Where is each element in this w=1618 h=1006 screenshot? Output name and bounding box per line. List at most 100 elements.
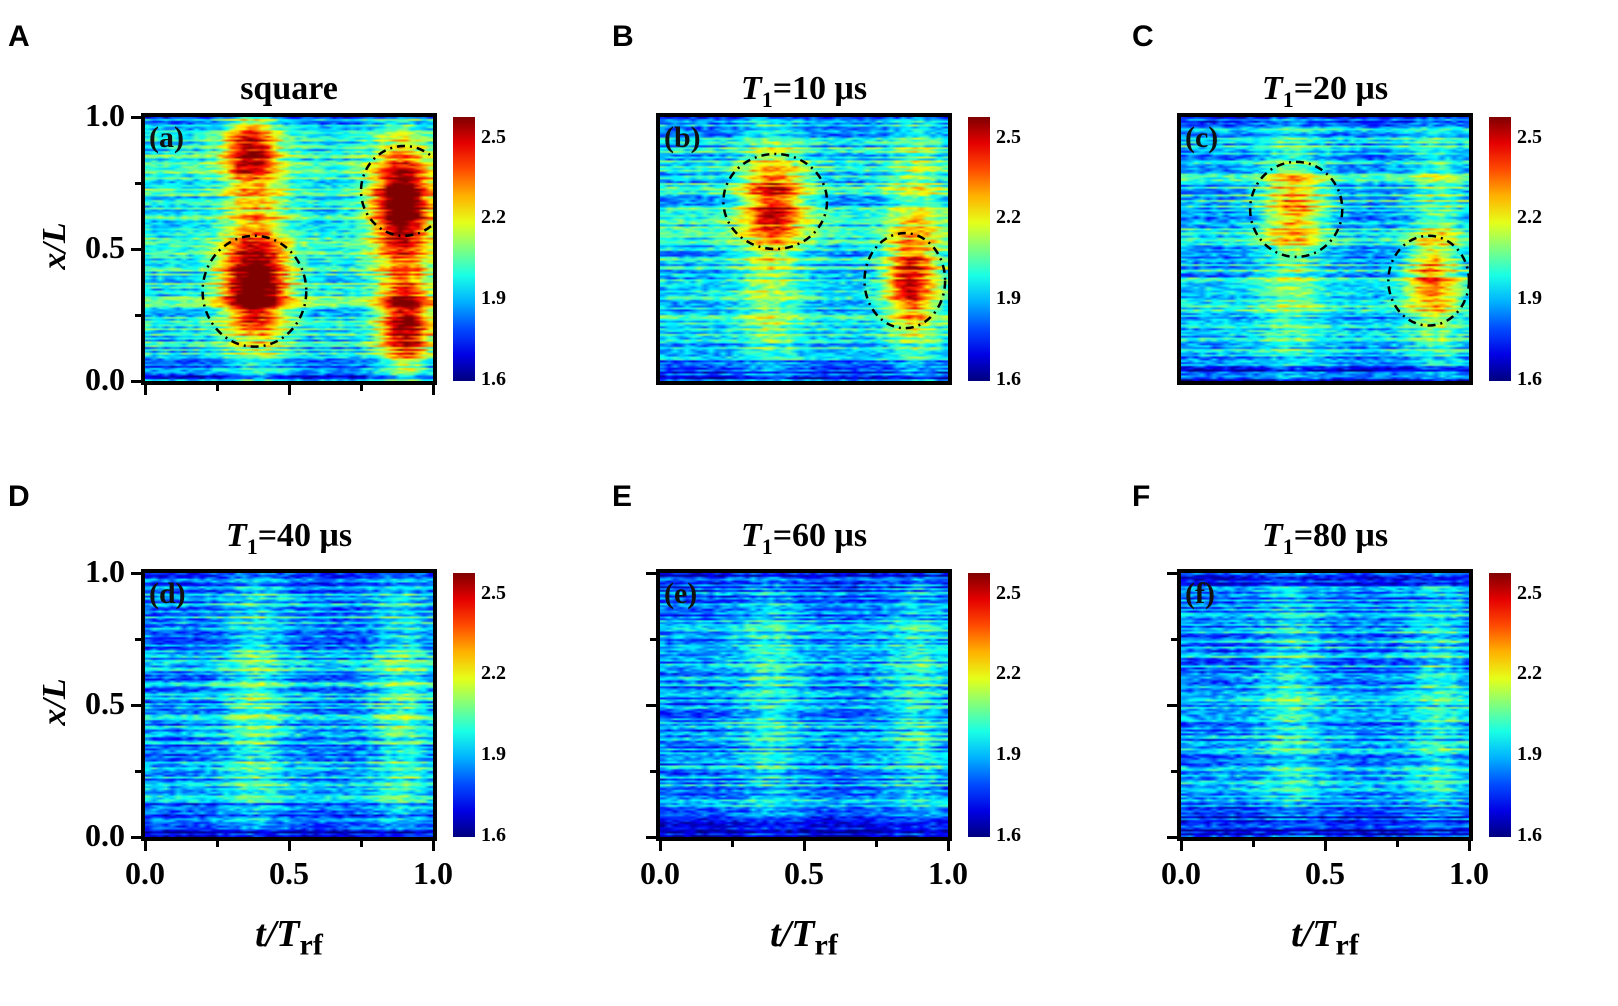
- colorbar-tick-label: 1.9: [481, 743, 506, 766]
- x-tick-label: 0.5: [1305, 855, 1345, 891]
- x-tick-label: 1.0: [1449, 855, 1489, 891]
- panel-title: square: [129, 70, 449, 108]
- x-axis-tick: [432, 841, 435, 851]
- x-axis-label: t/Trf: [724, 912, 884, 963]
- colorbar-tick-label: 1.6: [996, 368, 1021, 390]
- y-axis-tick: [1167, 836, 1177, 839]
- y-axis-label: x/L: [36, 222, 73, 270]
- colorbar: [968, 573, 990, 837]
- y-tick-label: 0.5: [85, 685, 125, 721]
- dashed-ellipse-annotation: [1248, 160, 1344, 259]
- y-axis-tick: [131, 836, 141, 839]
- y-axis-label: x/L: [36, 678, 73, 726]
- panel-letter: A: [8, 20, 30, 53]
- colorbar-tick-label: 2.5: [1517, 581, 1542, 604]
- dashed-ellipse-annotation: [201, 234, 308, 348]
- y-axis-tick: [135, 314, 141, 317]
- dashed-ellipse-annotation: [359, 144, 433, 238]
- y-axis-tick: [646, 704, 656, 707]
- x-axis-tick: [731, 841, 734, 847]
- title-variable: T: [1261, 70, 1283, 107]
- title-subscript: 1: [761, 86, 773, 112]
- x-axis-tick: [1468, 841, 1471, 851]
- y-axis-tick: [131, 704, 141, 707]
- y-axis-tick: [1167, 572, 1177, 575]
- x-axis-tick: [1180, 841, 1183, 851]
- x-axis-tick: [1252, 841, 1255, 847]
- colorbar-tick-label: 1.9: [1517, 287, 1542, 310]
- panel-title: T1=20 μs: [1165, 70, 1485, 113]
- x-axis-label-main: t/T: [255, 913, 300, 955]
- x-axis-tick: [216, 385, 219, 391]
- x-tick-label: 0.0: [125, 855, 165, 891]
- colorbar: [1489, 117, 1511, 381]
- annotation-layer: [1248, 160, 1469, 327]
- x-axis-tick: [432, 385, 435, 395]
- x-axis-tick: [1396, 841, 1399, 847]
- title-value: =20 μs: [1293, 70, 1389, 107]
- panel-letter: E: [612, 480, 633, 513]
- title-subscript: 1: [1282, 86, 1294, 112]
- dashed-ellipse-annotation: [863, 231, 947, 330]
- colorbar-tick-label: 1.6: [481, 368, 506, 390]
- x-axis-tick: [144, 841, 147, 851]
- dashed-ellipse-annotation: [722, 152, 829, 251]
- heatmap-field: [145, 117, 433, 381]
- colorbar-tick-label: 2.2: [1517, 662, 1542, 685]
- colorbar-tick-label: 1.6: [481, 824, 506, 846]
- x-axis-tick: [216, 841, 219, 847]
- panel-title: T1=80 μs: [1165, 517, 1485, 560]
- y-tick-label: 1.0: [85, 97, 125, 133]
- dashed-ellipse-annotation: [1387, 234, 1469, 327]
- x-axis-label-main: t/T: [770, 913, 815, 955]
- heatmap-plot: (e): [656, 569, 952, 841]
- x-tick-label: 0.5: [269, 855, 309, 891]
- y-axis-tick: [650, 638, 656, 641]
- colorbar-tick-label: 2.2: [481, 662, 506, 685]
- panel-letter: C: [1132, 20, 1154, 53]
- heatmap-plot: (a): [141, 113, 437, 385]
- y-axis-tick: [135, 182, 141, 185]
- colorbar: [453, 573, 475, 837]
- y-axis-tick: [650, 770, 656, 773]
- title-variable: T: [740, 517, 762, 554]
- colorbar-tick-label: 2.2: [996, 662, 1021, 685]
- panel-title: T1=40 μs: [129, 517, 449, 560]
- colorbar-tick-label: 2.2: [996, 206, 1021, 229]
- panel-label: (a): [149, 121, 184, 154]
- y-axis-tick: [1171, 638, 1177, 641]
- x-axis-label-subscript: rf: [814, 928, 838, 962]
- x-axis-tick: [947, 841, 950, 851]
- colorbar-tick-label: 2.2: [481, 206, 506, 229]
- panel-letter: B: [612, 20, 634, 53]
- panel-title: T1=60 μs: [644, 517, 964, 560]
- colorbar-tick-label: 1.6: [1517, 824, 1542, 846]
- x-axis-tick: [288, 385, 291, 395]
- title-value: =40 μs: [257, 517, 353, 554]
- x-axis-label-main: t/T: [1291, 913, 1336, 955]
- y-axis-tick: [646, 572, 656, 575]
- x-axis-tick: [360, 841, 363, 847]
- colorbar-tick-label: 1.9: [996, 287, 1021, 310]
- x-axis-label: t/Trf: [1245, 912, 1405, 963]
- x-tick-label: 0.0: [1161, 855, 1201, 891]
- y-axis-tick: [135, 770, 141, 773]
- colorbar: [1489, 573, 1511, 837]
- x-axis-label: t/Trf: [209, 912, 369, 963]
- x-tick-label: 1.0: [413, 855, 453, 891]
- heatmap-field: [1181, 117, 1469, 381]
- x-axis-tick: [659, 841, 662, 851]
- panel-label: (d): [149, 577, 186, 610]
- title-value: =10 μs: [772, 70, 868, 107]
- colorbar-tick-label: 2.5: [481, 581, 506, 604]
- title-variable: T: [740, 70, 762, 107]
- x-axis-tick: [1324, 841, 1327, 851]
- heatmap-field: [145, 573, 433, 837]
- y-tick-label: 0.0: [85, 817, 125, 853]
- y-axis-tick: [131, 380, 141, 383]
- colorbar: [453, 117, 475, 381]
- x-axis-tick: [288, 841, 291, 851]
- annotation-layer: [722, 152, 947, 330]
- y-axis-tick: [135, 638, 141, 641]
